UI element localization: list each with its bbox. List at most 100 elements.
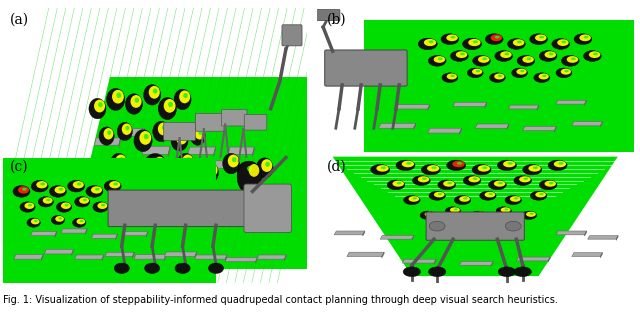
Ellipse shape <box>79 197 89 204</box>
Polygon shape <box>36 219 63 228</box>
Polygon shape <box>31 231 57 236</box>
Ellipse shape <box>36 181 47 188</box>
Ellipse shape <box>463 197 468 199</box>
Ellipse shape <box>86 186 103 197</box>
Ellipse shape <box>114 263 129 273</box>
Polygon shape <box>75 255 104 259</box>
Ellipse shape <box>174 89 191 110</box>
FancyBboxPatch shape <box>313 9 340 21</box>
Polygon shape <box>588 236 618 239</box>
Ellipse shape <box>517 55 535 66</box>
Ellipse shape <box>482 57 487 60</box>
Ellipse shape <box>429 191 445 200</box>
Polygon shape <box>193 160 195 171</box>
Ellipse shape <box>421 165 440 175</box>
Polygon shape <box>64 77 307 269</box>
Ellipse shape <box>530 213 534 215</box>
Ellipse shape <box>428 267 446 277</box>
Ellipse shape <box>247 166 252 171</box>
Ellipse shape <box>450 207 460 213</box>
Ellipse shape <box>496 207 511 215</box>
Ellipse shape <box>495 51 513 62</box>
Ellipse shape <box>13 186 30 197</box>
Ellipse shape <box>406 162 412 165</box>
Polygon shape <box>616 236 618 240</box>
Text: (d): (d) <box>326 160 346 174</box>
Polygon shape <box>14 255 44 259</box>
Ellipse shape <box>256 158 273 178</box>
Polygon shape <box>225 255 227 260</box>
Ellipse shape <box>198 130 202 135</box>
Ellipse shape <box>183 93 188 98</box>
Ellipse shape <box>506 221 521 231</box>
Ellipse shape <box>454 208 458 210</box>
FancyBboxPatch shape <box>244 184 291 233</box>
Ellipse shape <box>34 220 38 222</box>
Ellipse shape <box>479 213 483 215</box>
Ellipse shape <box>485 34 503 45</box>
Ellipse shape <box>408 196 419 202</box>
Ellipse shape <box>429 221 445 231</box>
Ellipse shape <box>119 157 124 162</box>
Ellipse shape <box>72 218 86 227</box>
Polygon shape <box>364 20 634 152</box>
Ellipse shape <box>556 68 572 78</box>
Polygon shape <box>363 231 365 236</box>
Polygon shape <box>47 160 71 168</box>
Ellipse shape <box>145 263 160 273</box>
Polygon shape <box>131 174 133 184</box>
FancyBboxPatch shape <box>282 25 302 46</box>
FancyBboxPatch shape <box>324 50 407 86</box>
Ellipse shape <box>530 34 547 45</box>
Ellipse shape <box>223 153 240 174</box>
Ellipse shape <box>451 75 455 77</box>
Ellipse shape <box>548 53 554 55</box>
Ellipse shape <box>468 176 480 182</box>
Polygon shape <box>119 138 120 148</box>
Ellipse shape <box>412 176 430 185</box>
Ellipse shape <box>463 176 481 185</box>
Ellipse shape <box>164 99 175 113</box>
Ellipse shape <box>472 69 483 75</box>
Ellipse shape <box>237 162 255 184</box>
Polygon shape <box>428 105 430 110</box>
FancyBboxPatch shape <box>221 110 247 126</box>
Ellipse shape <box>24 203 35 209</box>
Polygon shape <box>105 252 134 257</box>
Ellipse shape <box>209 263 223 273</box>
Ellipse shape <box>503 161 515 167</box>
Polygon shape <box>58 206 84 214</box>
Ellipse shape <box>427 165 440 172</box>
Polygon shape <box>572 122 602 126</box>
Polygon shape <box>106 174 133 182</box>
Polygon shape <box>164 255 166 261</box>
Ellipse shape <box>438 57 443 60</box>
Ellipse shape <box>150 155 166 174</box>
Ellipse shape <box>457 162 462 165</box>
Ellipse shape <box>513 39 524 46</box>
Ellipse shape <box>27 218 40 227</box>
Ellipse shape <box>404 196 420 205</box>
Ellipse shape <box>441 34 459 45</box>
Polygon shape <box>460 261 493 265</box>
FancyBboxPatch shape <box>196 113 224 131</box>
Ellipse shape <box>119 201 124 204</box>
Ellipse shape <box>31 219 40 225</box>
Ellipse shape <box>476 212 485 217</box>
Ellipse shape <box>171 130 188 151</box>
Ellipse shape <box>58 217 62 219</box>
Ellipse shape <box>402 161 414 167</box>
Polygon shape <box>72 249 74 255</box>
Ellipse shape <box>468 39 481 46</box>
Ellipse shape <box>55 216 64 222</box>
Ellipse shape <box>158 98 177 120</box>
Polygon shape <box>102 255 104 260</box>
Ellipse shape <box>593 53 598 55</box>
Ellipse shape <box>554 161 566 167</box>
Ellipse shape <box>539 193 544 195</box>
Ellipse shape <box>77 182 81 186</box>
Ellipse shape <box>538 73 549 79</box>
Ellipse shape <box>460 53 465 55</box>
Ellipse shape <box>101 204 105 206</box>
Ellipse shape <box>479 191 496 200</box>
